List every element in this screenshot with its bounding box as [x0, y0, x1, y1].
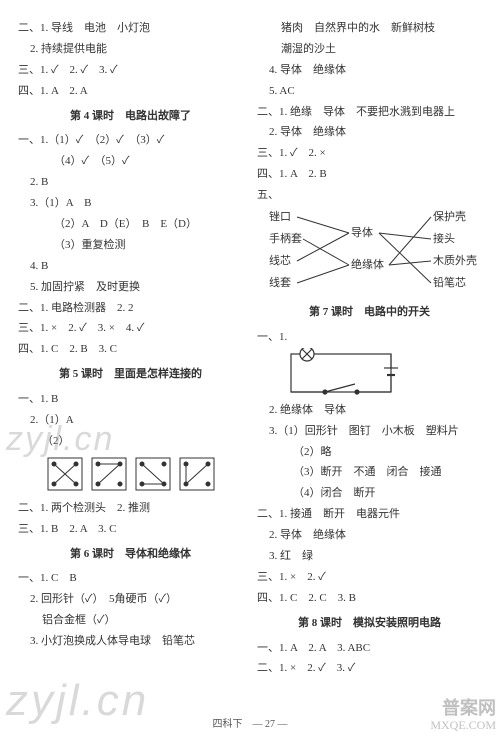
text-line: 五、 [257, 185, 482, 206]
svg-text:锉口: 锉口 [269, 209, 291, 223]
text-line: 4. B [18, 256, 243, 277]
text-line: 四、1. C 2. C 3. B [257, 588, 482, 609]
text-line: （2）A D（E） B E（D） [18, 214, 243, 235]
text-line: 2. B [18, 172, 243, 193]
text-line: 二、1. 绝缘 导体 不要把水溅到电器上 [257, 102, 482, 123]
text-line: 3. 小灯泡换成人体导电球 铅笔芯 [18, 631, 243, 652]
text-line: （4）闭合 断开 [257, 483, 482, 504]
text-line: 一、1. B [18, 389, 243, 410]
text-line: 二、1. × 2. ✓ 3. ✓ [257, 658, 482, 679]
text-line: 2. 回形针（✓） 5角硬币（✓） [18, 589, 243, 610]
text-line: 2. 导体 绝缘体 [257, 525, 482, 546]
text-line: 猪肉 自然界中的水 新鲜树枝 [257, 18, 482, 39]
watermark: zyjl.cn [6, 676, 149, 726]
svg-text:铅笔芯: 铅笔芯 [433, 275, 466, 289]
text-line: （2）略 [257, 442, 482, 463]
watermark-text: MXQE.COM [430, 719, 496, 732]
text-line: 三、1. ✓ 2. ✓ 3. ✓ [18, 60, 243, 81]
svg-text:导体: 导体 [351, 225, 373, 239]
left-column: 二、1. 导线 电池 小灯泡 2. 持续提供电能 三、1. ✓ 2. ✓ 3. … [18, 18, 243, 679]
text-line: 5. 加固拧紧 及时更换 [18, 277, 243, 298]
text-line: 二、1. 接通 断开 电器元件 [257, 504, 482, 525]
text-line: 四、1. A 2. A [18, 81, 243, 102]
svg-text:绝缘体: 绝缘体 [351, 257, 384, 271]
text-line: 铝合金框（✓） [18, 610, 243, 631]
section-heading: 第 8 课时 模拟安装照明电路 [257, 613, 482, 634]
text-line: 2. 绝缘体 导体 [257, 400, 482, 421]
text-line: 5. AC [257, 81, 482, 102]
text-line: （3）重复检测 [18, 235, 243, 256]
watermark: 普案网 MXQE.COM [430, 699, 496, 732]
text-line: 3. 红 绿 [257, 546, 482, 567]
text-line: 2. 导体 绝缘体 [257, 122, 482, 143]
section-heading: 第 7 课时 电路中的开关 [257, 302, 482, 323]
text-line: 3.（1）A B [18, 193, 243, 214]
svg-text:线芯: 线芯 [269, 253, 291, 267]
svg-text:手柄套: 手柄套 [269, 231, 302, 245]
text-line: 三、1. B 2. A 3. C [18, 519, 243, 540]
section-heading: 第 4 课时 电路出故障了 [18, 106, 243, 127]
text-line: 一、1. A 2. A 3. ABC [257, 638, 482, 659]
text-line: 三、1. × 2. ✓ 3. × 4. ✓ [18, 318, 243, 339]
text-line: 二、1. 电路检测器 2. 2 [18, 298, 243, 319]
section-heading: 第 5 课时 里面是怎样连接的 [18, 364, 243, 385]
text-line: 二、1. 导线 电池 小灯泡 [18, 18, 243, 39]
text-line: （3）断开 不通 闭合 接通 [257, 462, 482, 483]
matching-diagram: 锉口 手柄套 线芯 线套 导体 绝缘体 保护壳 接头 木质外壳 铅笔芯 [257, 206, 482, 298]
svg-text:接头: 接头 [433, 232, 455, 245]
text-line: （4）✓ （5）✓ [18, 151, 243, 172]
watermark: zyjl.cn [6, 420, 114, 459]
text-line: 一、1.（1）✓ （2）✓ （3）✓ [18, 130, 243, 151]
svg-text:保护壳: 保护壳 [433, 209, 466, 223]
text-line: 一、1. C B [18, 568, 243, 589]
text-line: 2. 持续提供电能 [18, 39, 243, 60]
text-line: 一、1. [257, 327, 482, 348]
text-line: 三、1. ✓ 2. × [257, 143, 482, 164]
square-diagrams [46, 454, 243, 494]
text-line: 三、1. × 2. ✓ [257, 567, 482, 588]
svg-text:线套: 线套 [269, 275, 291, 289]
text-line: 四、1. C 2. B 3. C [18, 339, 243, 360]
text-line: 四、1. A 2. B [257, 164, 482, 185]
text-line: 二、1. 两个检测头 2. 推测 [18, 498, 243, 519]
circuit-diagram [281, 348, 482, 400]
text-line: 3.（1）回形针 图钉 小木板 塑料片 [257, 421, 482, 442]
section-heading: 第 6 课时 导体和绝缘体 [18, 544, 243, 565]
text-line: 4. 导体 绝缘体 [257, 60, 482, 81]
right-column: 猪肉 自然界中的水 新鲜树枝 潮湿的沙土 4. 导体 绝缘体 5. AC 二、1… [257, 18, 482, 679]
svg-text:木质外壳: 木质外壳 [433, 253, 477, 267]
text-line: 潮湿的沙土 [257, 39, 482, 60]
watermark-text: 普案网 [430, 699, 496, 719]
